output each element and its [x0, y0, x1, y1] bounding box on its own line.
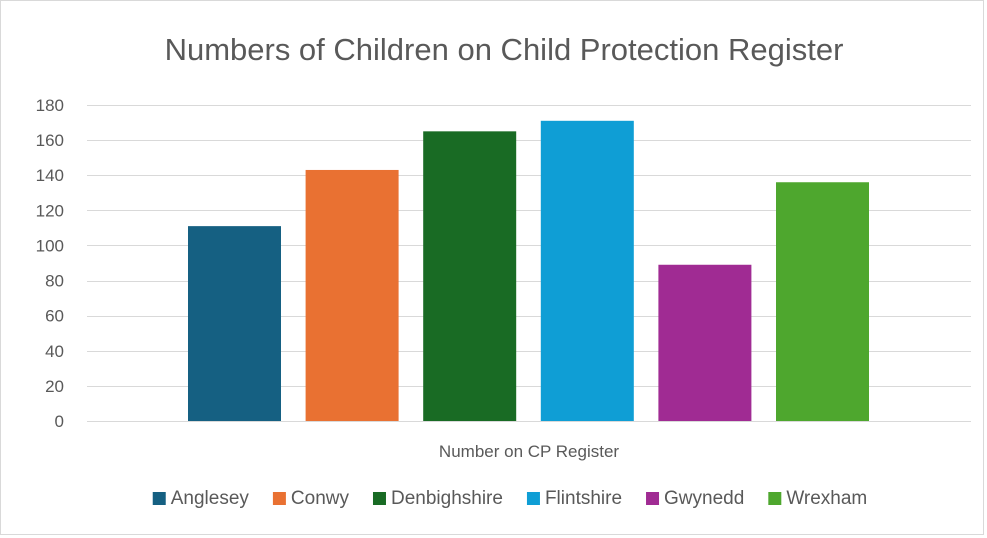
legend-label: Flintshire — [545, 488, 622, 509]
legend-swatch — [372, 492, 386, 505]
legend-label: Conwy — [291, 488, 350, 509]
legend-item-conwy: Conwy — [272, 488, 350, 509]
bar-denbighshire — [423, 131, 517, 422]
y-tick-label: 120 — [36, 201, 64, 220]
legend-item-anglesey: Anglesey — [152, 488, 250, 509]
legend-item-wrexham: Wrexham — [768, 488, 867, 509]
legend-swatch — [152, 492, 166, 505]
y-tick-label: 60 — [45, 307, 64, 326]
legend-item-gwynedd: Gwynedd — [646, 488, 744, 509]
bars — [188, 120, 869, 422]
x-axis-category-label: Number on CP Register — [439, 442, 619, 461]
legend-swatch — [526, 492, 540, 505]
y-tick-label: 100 — [36, 236, 64, 255]
bar-conwy — [305, 169, 399, 421]
y-tick-label: 0 — [55, 412, 64, 431]
y-tick-label: 140 — [36, 166, 64, 185]
legend-label: Wrexham — [786, 488, 867, 509]
legend-swatch — [646, 492, 660, 505]
bar-gwynedd — [658, 264, 752, 421]
y-tick-label: 80 — [45, 272, 64, 291]
legend-item-flintshire: Flintshire — [526, 488, 622, 509]
bar-flintshire — [540, 120, 634, 422]
legend-item-denbighshire: Denbighshire — [372, 488, 503, 509]
legend-label: Denbighshire — [391, 488, 503, 509]
y-tick-label: 40 — [45, 342, 64, 361]
y-tick-label: 160 — [36, 131, 64, 150]
legend-swatch — [768, 492, 782, 505]
legend-swatch — [272, 492, 286, 505]
bar-wrexham — [776, 182, 869, 421]
y-tick-label: 20 — [45, 377, 64, 396]
bar-anglesey — [188, 226, 281, 421]
legend: Anglesey Conwy Denbighshire Flintshire Gwyne… — [152, 488, 867, 509]
legend-label: Gwynedd — [664, 488, 744, 509]
y-axis-tick-labels: 0 20 40 60 80 100 120 140 160 180 — [36, 96, 64, 431]
y-tick-label: 180 — [36, 96, 64, 115]
legend-label: Anglesey — [171, 488, 250, 509]
chart-title: Numbers of Children on Child Protection … — [165, 32, 844, 67]
